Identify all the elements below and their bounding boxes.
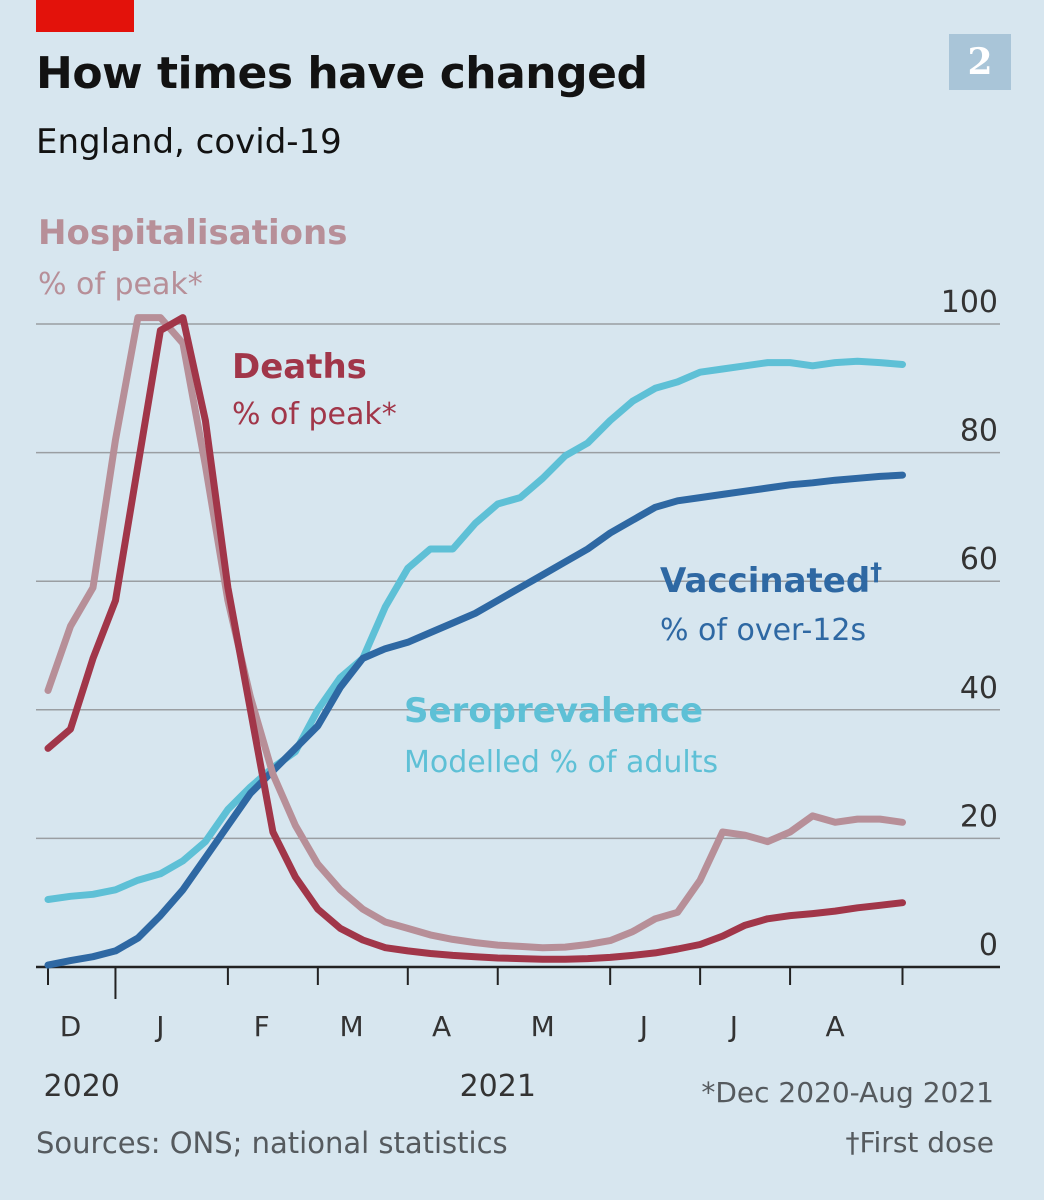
y-tick-label: 20 — [960, 799, 998, 834]
x-tick-label: M — [531, 1010, 555, 1043]
deaths-note: % of peak* — [232, 397, 397, 432]
y-tick-label: 80 — [960, 414, 998, 449]
vaccinated-note: % of over-12s — [660, 613, 866, 648]
deaths-label: Deaths — [232, 347, 367, 387]
chart-title: How times have changed — [36, 48, 648, 99]
vaccinated-dagger: † — [870, 558, 882, 586]
x-tick-label: J — [638, 1010, 648, 1043]
x-tick-label: A — [825, 1010, 844, 1043]
y-tick-label: 40 — [960, 671, 998, 706]
footnote-first-dose: †First dose — [845, 1126, 994, 1159]
y-tick-label: 60 — [960, 542, 998, 577]
hospitalisations-line — [44, 314, 906, 952]
x-tick-label: D — [60, 1010, 82, 1043]
seroprevalence-note: Modelled % of adults — [404, 745, 718, 780]
chart-number-badge: 2 — [949, 34, 1011, 90]
x-tick-label: A — [432, 1010, 451, 1043]
footnote-period: *Dec 2020-Aug 2021 — [701, 1076, 994, 1109]
x-tick-label: J — [154, 1010, 164, 1043]
seroprevalence-line — [44, 357, 906, 903]
gridlines — [36, 323, 1000, 840]
x-year-label: 2020 — [44, 1069, 120, 1104]
y-axis-tick-labels: 0 20 40 60 80 100 — [941, 285, 998, 963]
x-tick-label: M — [339, 1010, 363, 1043]
sources-note: Sources: ONS; national statistics — [36, 1126, 508, 1160]
x-tick-label: J — [728, 1010, 738, 1043]
vaccinated-label: Vaccinated† — [660, 558, 882, 601]
vaccinated-label-text: Vaccinated — [660, 561, 870, 601]
brand-red-tag — [36, 0, 134, 32]
series-lines — [44, 314, 906, 969]
vaccinated-line — [44, 471, 906, 969]
hospitalisations-label: Hospitalisations — [38, 213, 347, 253]
deaths-line — [44, 314, 906, 963]
seroprevalence-label: Seroprevalence — [404, 691, 703, 731]
chart-subtitle: England, covid-19 — [36, 122, 342, 162]
x-axis — [36, 965, 1000, 999]
x-axis-year-labels: 2020 2021 — [44, 1069, 536, 1104]
y-tick-label: 0 — [979, 928, 998, 963]
x-year-label: 2021 — [460, 1069, 536, 1104]
x-tick-label: F — [254, 1010, 270, 1043]
hospitalisations-note: % of peak* — [38, 267, 203, 302]
y-tick-label: 100 — [941, 285, 998, 320]
